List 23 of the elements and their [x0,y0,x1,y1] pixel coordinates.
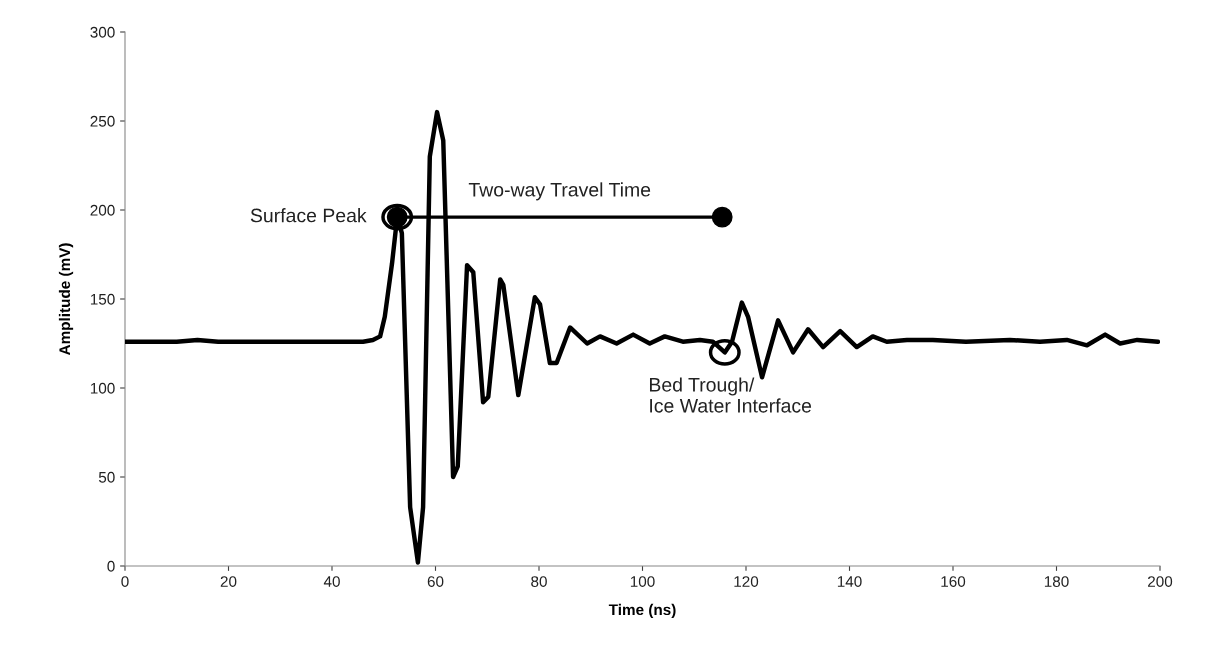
y-tick-label: 150 [90,293,115,305]
x-tick-label: 120 [734,576,759,587]
x-tick-label: 100 [630,576,655,587]
y-tick-label: 250 [90,115,115,127]
x-tick-label: 140 [837,576,862,587]
x-tick-label: 180 [1044,576,1069,587]
y-tick-label: 100 [90,382,115,394]
x-tick-label: 0 [121,576,129,587]
x-tick-label: 40 [323,576,340,587]
y-tick-label: 300 [90,26,115,38]
x-tick-label: 160 [941,576,966,587]
x-tick-label: 200 [1148,576,1173,587]
annotation: Two-way Travel Time [468,182,651,201]
x-tick-label: 60 [427,576,444,587]
x-tick-label: 80 [531,576,547,587]
y-tick-label: 0 [107,560,115,572]
annotation: Bed Trough/ Ice Water Interface [649,377,812,413]
y-axis-title: Amplitude (mV) [58,243,74,356]
y-tick-label: 50 [98,471,115,483]
x-axis-title: Time (ns) [608,603,676,619]
y-tick-label: 200 [90,204,115,216]
x-tick-label: 20 [220,576,237,587]
annotation: Surface Peak [250,208,367,223]
